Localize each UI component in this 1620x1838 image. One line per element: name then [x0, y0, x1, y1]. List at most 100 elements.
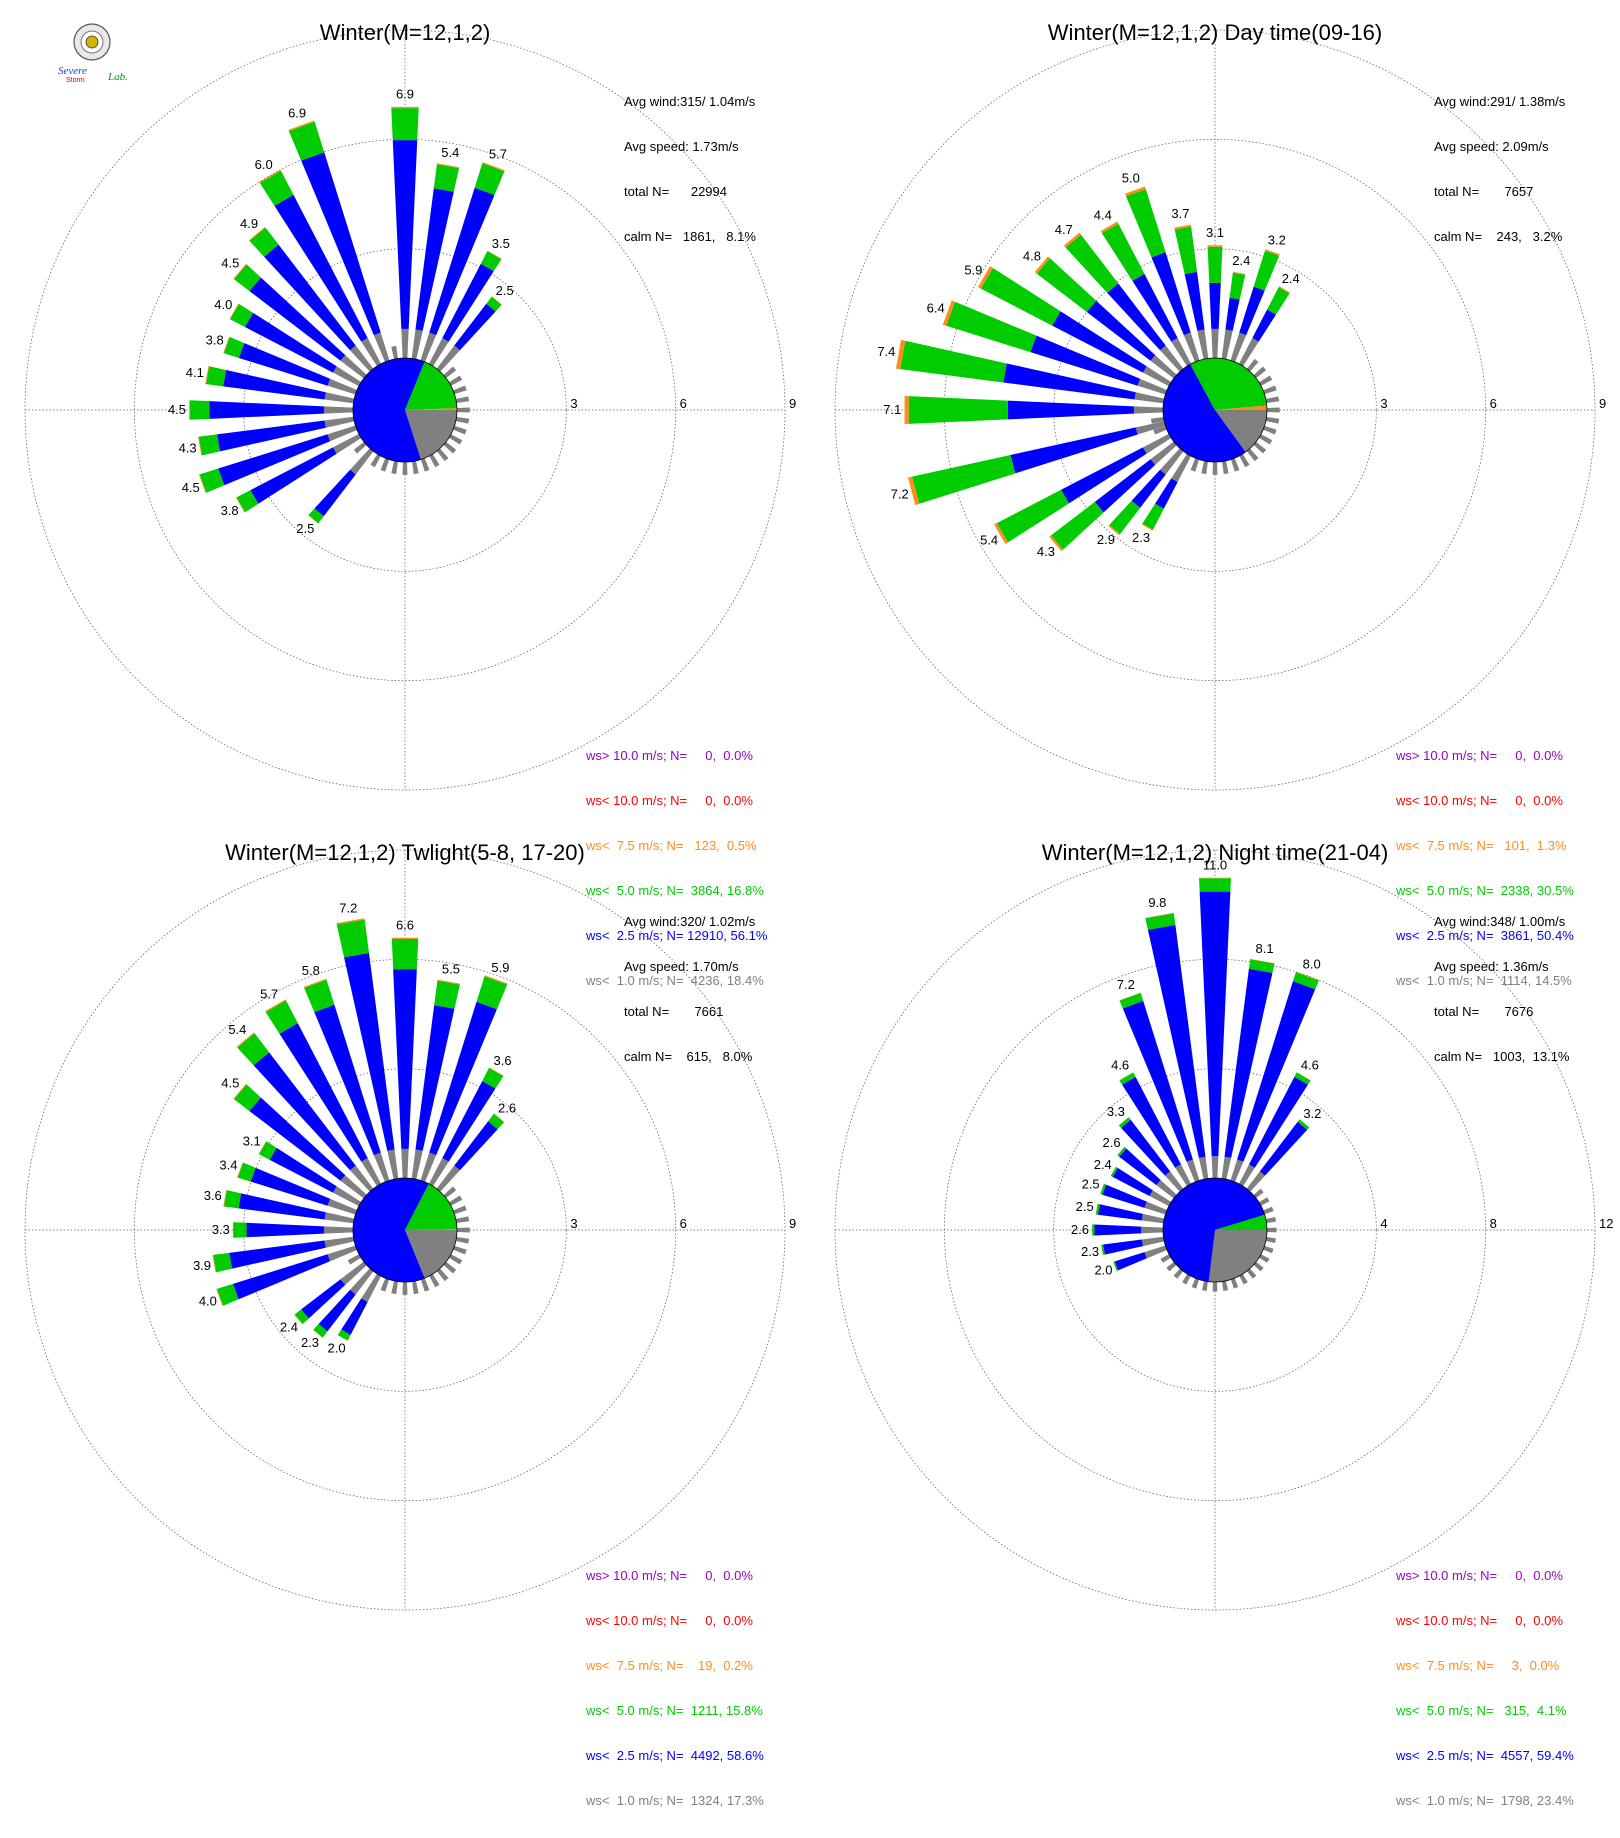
- bar-seg-lt1: [401, 1149, 408, 1178]
- bar-seg-lt2_5: [415, 1005, 454, 1151]
- minor-bar: [421, 458, 430, 472]
- minor-bar: [444, 442, 457, 454]
- bar-value-label: 2.0: [328, 1341, 346, 1356]
- bar-seg-lt2_5: [1095, 1225, 1142, 1236]
- bar-value-label: 2.9: [1097, 532, 1115, 547]
- minor-bar: [421, 1278, 430, 1292]
- minor-bar: [449, 434, 462, 444]
- bar-seg-lt1: [1141, 1227, 1163, 1234]
- ring-label: 9: [789, 1216, 796, 1231]
- minor-bar: [1222, 461, 1229, 474]
- calm-pie-slice: [1209, 1230, 1267, 1282]
- bar-value-label: 7.4: [877, 344, 895, 359]
- bar-seg-lt1: [1222, 1157, 1231, 1180]
- minor-bar: [381, 458, 390, 472]
- minor-bar: [1263, 1207, 1273, 1214]
- minor-bar: [456, 1216, 469, 1223]
- speed-legend: ws> 10.0 m/s; N= 0, 0.0% ws< 10.0 m/s; N…: [586, 1538, 764, 1838]
- bar-seg-lt5: [337, 920, 369, 958]
- minor-bar: [1266, 417, 1279, 424]
- bar-value-label: 5.4: [980, 532, 998, 547]
- bar-value-label: 3.6: [494, 1053, 512, 1068]
- legend-lt10: ws< 10.0 m/s; N= 0, 0.0%: [1396, 793, 1574, 808]
- minor-bar: [412, 461, 419, 474]
- bar-seg-lt1: [1135, 392, 1165, 403]
- minor-bar: [1259, 434, 1272, 444]
- bar-seg-lt2_5: [1225, 298, 1239, 331]
- bar-value-label: 6.6: [396, 917, 414, 932]
- minor-bar: [1231, 458, 1240, 472]
- stat-calm-n: calm N= 1003, 13.1%: [1434, 1049, 1570, 1064]
- bar-value-label: 2.4: [1232, 253, 1250, 268]
- svg-text:Severe: Severe: [58, 65, 87, 77]
- stat-total-n: total N= 7657: [1434, 184, 1565, 199]
- bar-seg-lt1: [1134, 406, 1163, 413]
- ring-label: 9: [789, 396, 796, 411]
- bar-seg-lt5: [190, 400, 209, 420]
- bar-seg-lt5: [1175, 227, 1197, 274]
- minor-bar: [444, 1262, 457, 1274]
- bar-value-label: 7.1: [883, 402, 901, 417]
- bar-seg-lt2_5: [415, 188, 453, 331]
- bar-value-label: 6.0: [255, 157, 273, 172]
- minor-bar: [1266, 1217, 1276, 1223]
- stat-avg-speed: Avg speed: 1.36m/s: [1434, 959, 1570, 974]
- stat-calm-n: calm N= 615, 8.0%: [624, 1049, 755, 1064]
- minor-bar: [403, 1282, 408, 1295]
- bar-seg-lt5: [1092, 1224, 1094, 1235]
- minor-bar: [403, 462, 408, 475]
- ring-label: 6: [680, 1216, 687, 1231]
- bar-value-label: 3.2: [1303, 1106, 1321, 1121]
- minor-bar: [1247, 359, 1259, 372]
- bar-seg-lt1: [1222, 330, 1233, 360]
- legend-lt7_5: ws< 7.5 m/s; N= 19, 0.2%: [586, 1658, 764, 1673]
- bar-value-label: 6.9: [288, 106, 306, 121]
- minor-bar: [412, 1281, 419, 1294]
- bar-seg-lt7_5: [189, 400, 190, 420]
- minor-bar: [391, 461, 398, 474]
- bar-value-label: 3.8: [221, 503, 239, 518]
- legend-lt10: ws< 10.0 m/s; N= 0, 0.0%: [586, 793, 767, 808]
- minor-bar: [437, 1269, 449, 1282]
- bar-value-label: 5.9: [964, 262, 982, 277]
- minor-bar: [1202, 1281, 1208, 1291]
- bar-value-label: 2.6: [1102, 1135, 1120, 1150]
- ring-label: 6: [680, 396, 687, 411]
- bar-value-label: 4.9: [240, 216, 258, 231]
- legend-lt7_5: ws< 7.5 m/s; N= 3, 0.0%: [1396, 1658, 1574, 1673]
- bar-value-label: 2.5: [496, 283, 514, 298]
- legend-lt2_5: ws< 2.5 m/s; N= 4557, 59.4%: [1396, 1748, 1574, 1763]
- bar-value-label: 4.6: [1301, 1058, 1319, 1073]
- bar-value-label: 4.5: [182, 480, 200, 495]
- svg-text:Storm: Storm: [66, 77, 85, 84]
- bar-value-label: 4.5: [168, 402, 186, 417]
- ring-label: 3: [570, 1216, 577, 1231]
- bar-seg-lt5: [909, 396, 1008, 424]
- bar-seg-lt7_5: [1208, 245, 1223, 247]
- stat-avg-speed: Avg speed: 2.09m/s: [1434, 139, 1565, 154]
- bar-seg-lt1: [412, 330, 423, 360]
- bar-value-label: 5.5: [442, 962, 460, 977]
- bar-seg-lt1: [1211, 329, 1218, 358]
- panel-title: Winter(M=12,1,2) Twlight(5-8, 17-20): [0, 840, 810, 866]
- minor-bar: [1263, 1246, 1273, 1253]
- bar-value-label: 4.5: [221, 1075, 239, 1090]
- bar-seg-lt1: [1197, 330, 1208, 360]
- bar-value-label: 3.1: [1206, 225, 1224, 240]
- legend-lt5: ws< 5.0 m/s; N= 1211, 15.8%: [586, 1703, 764, 1718]
- bar-seg-lt1: [1199, 1157, 1208, 1180]
- ring-label: 4: [1380, 1216, 1387, 1231]
- bar-value-label: 5.0: [1122, 171, 1140, 186]
- bar-seg-lt1: [1145, 1246, 1167, 1259]
- minor-bar: [1247, 449, 1259, 462]
- bar-seg-lt1: [325, 392, 355, 403]
- bar-seg-lt7_5: [233, 1222, 234, 1238]
- stat-avg-wind: Avg wind:315/ 1.04m/s: [624, 94, 756, 109]
- summary-stats: Avg wind:348/ 1.00m/s Avg speed: 1.36m/s…: [1434, 884, 1570, 1094]
- minor-bar: [437, 449, 449, 462]
- stat-total-n: total N= 7661: [624, 1004, 755, 1019]
- bar-value-label: 4.5: [221, 255, 239, 270]
- minor-bar: [429, 454, 439, 467]
- minor-bar: [449, 1254, 462, 1264]
